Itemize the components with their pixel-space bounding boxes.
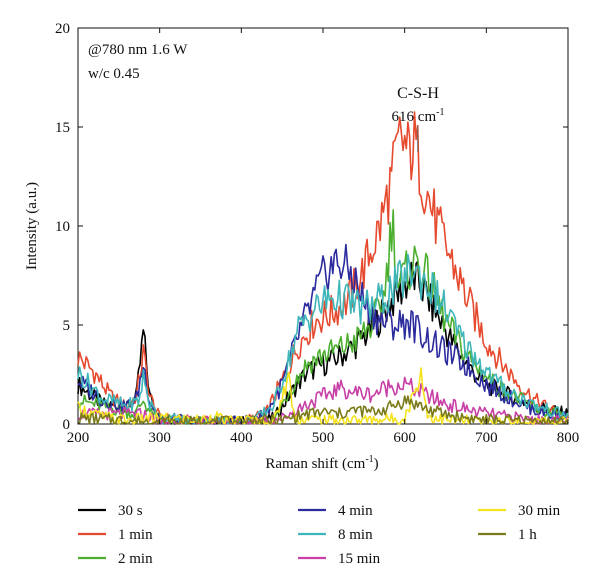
peak-position-label: 616 cm-1 (392, 107, 445, 125)
y-tick-label: 20 (55, 21, 70, 37)
y-axis-label: Intensity (a.u.) (24, 182, 40, 270)
x-axis-label-sup: -1 (365, 454, 373, 465)
legend: 30 s 1 min 2 min 4 min 8 min 15 min 30 min 1 h (78, 503, 561, 567)
x-tick-label: 700 (475, 430, 498, 446)
x-axis-label-text: Raman shift (cm (265, 456, 365, 472)
series-line-2 (77, 111, 569, 425)
legend-label: 1 h (518, 527, 537, 543)
condition-line2: w/c 0.45 (88, 66, 140, 82)
x-tick-label: 200 (67, 430, 90, 446)
x-tick-label: 300 (148, 430, 171, 446)
peak-position-text: 616 cm (392, 109, 437, 125)
y-tick-label: 15 (55, 120, 70, 136)
legend-label: 8 min (338, 527, 373, 543)
x-axis-label-end: ) (374, 456, 379, 472)
ticks-layer: 200 300 400 500 600 700 800 0 5 10 15 20 (55, 21, 579, 446)
peak-position-sup: -1 (436, 107, 444, 118)
legend-label: 15 min (338, 551, 381, 567)
legend-label: 30 min (518, 503, 561, 519)
peak-label: C-S-H (397, 85, 439, 102)
legend-label: 2 min (118, 551, 153, 567)
y-tick-label: 0 (63, 417, 71, 433)
plot-area: 200 300 400 500 600 700 800 0 5 10 15 20 (55, 21, 579, 446)
legend-label: 4 min (338, 503, 373, 519)
series-line-8 (77, 395, 569, 425)
series-line-3 (77, 209, 569, 425)
condition-line1: @780 nm 1.6 W (88, 42, 188, 58)
x-tick-label: 600 (393, 430, 416, 446)
x-tick-label: 800 (557, 430, 580, 446)
legend-label: 1 min (118, 527, 153, 543)
y-tick-label: 10 (55, 219, 70, 235)
x-tick-label: 400 (230, 430, 253, 446)
legend-label: 30 s (118, 503, 143, 519)
y-tick-label: 5 (63, 318, 71, 334)
x-axis-label: Raman shift (cm-1) (265, 454, 378, 472)
x-tick-label: 500 (312, 430, 335, 446)
